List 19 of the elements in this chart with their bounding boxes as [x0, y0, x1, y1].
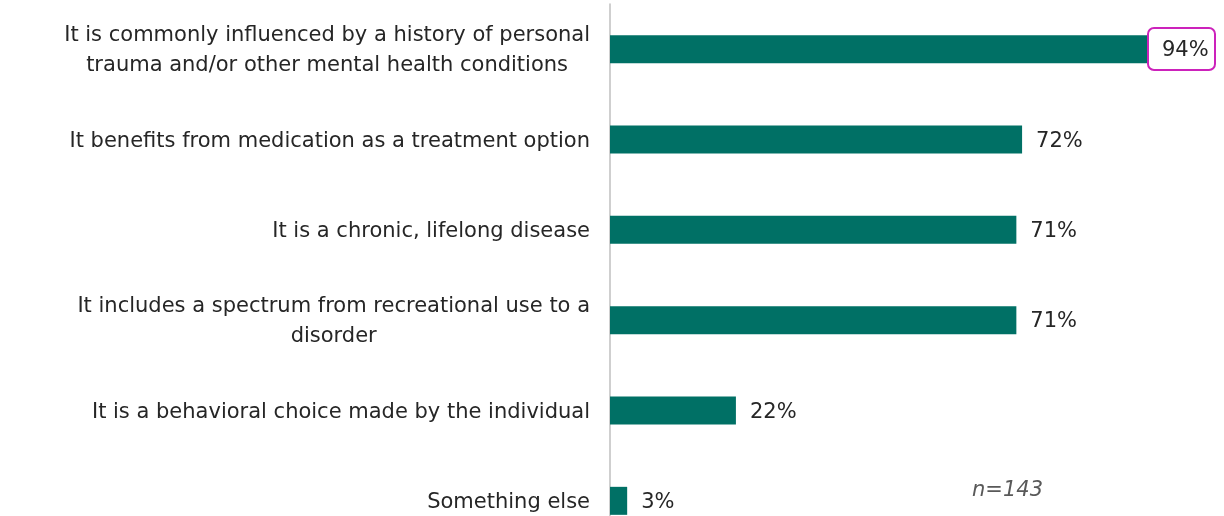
y-tick-label: It benefits from medication as a treatment option: [69, 127, 591, 152]
bar: [610, 35, 1148, 64]
data-label: 22%: [749, 398, 797, 423]
bar: [610, 396, 736, 425]
y-tick-label: It is a behavioral choice made by the individual: [91, 398, 591, 423]
bar: [610, 486, 628, 515]
y-tick-label: It includes a spectrum from recreational use to a disorder: [77, 293, 591, 348]
y-tick-label: It is a chronic, lifelong disease: [272, 217, 590, 242]
bar: [610, 125, 1023, 154]
y-tick-label: It is commonly influenced by a history of personal trauma and/or other mental health conditions: [64, 22, 590, 77]
y-tick-label: Something else: [427, 488, 591, 513]
bar: [610, 215, 1017, 244]
annotation: n=143: [972, 476, 1044, 501]
data-label: 3%: [641, 488, 675, 513]
data-label: 94%: [1162, 37, 1209, 62]
data-label: 72%: [1036, 127, 1083, 152]
data-label: 71%: [1030, 308, 1078, 333]
bar: [610, 306, 1017, 335]
data-label: 71%: [1030, 217, 1078, 242]
